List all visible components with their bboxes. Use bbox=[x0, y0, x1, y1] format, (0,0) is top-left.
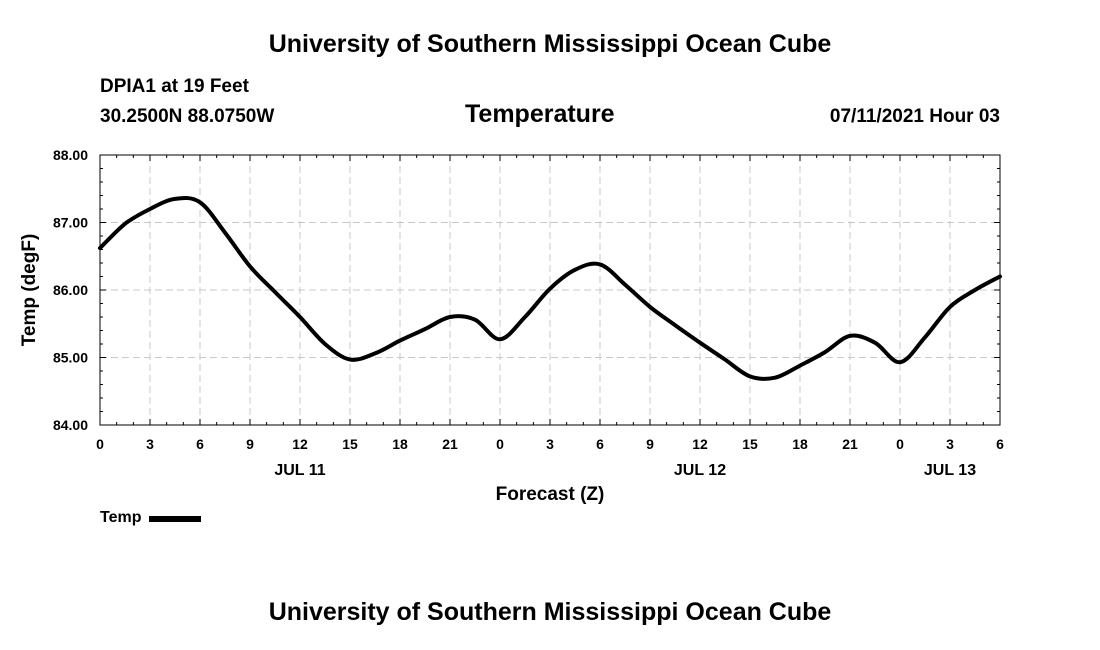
x-tick-label: 0 bbox=[96, 436, 104, 452]
x-tick-label: 21 bbox=[842, 436, 858, 452]
chart-title: Temperature bbox=[465, 100, 615, 128]
x-tick-label: 6 bbox=[196, 436, 204, 452]
x-tick-label: 12 bbox=[692, 436, 708, 452]
y-tick-label: 88.00 bbox=[53, 147, 88, 163]
x-tick-label: 21 bbox=[442, 436, 458, 452]
x-tick-label: 15 bbox=[342, 436, 358, 452]
legend-line-swatch bbox=[149, 516, 202, 522]
grid bbox=[100, 155, 1000, 425]
x-tick-label: 3 bbox=[946, 436, 954, 452]
date-label: JUL 13 bbox=[924, 462, 976, 479]
y-tick-label: 85.00 bbox=[53, 350, 88, 366]
legend: Temp bbox=[100, 509, 202, 527]
x-tick-label: 0 bbox=[896, 436, 904, 452]
coordinates-label: 30.2500N 88.0750W bbox=[100, 106, 275, 127]
x-tick-label: 18 bbox=[392, 436, 408, 452]
x-tick-label: 12 bbox=[292, 436, 308, 452]
axis-labels: 0 3 6 9 12 15 18 21 0 3 6 9 12 15 18 21 0 3 6 84.00 85.00 86.… bbox=[53, 147, 1004, 479]
y-axis-label: Temp (degF) bbox=[19, 234, 40, 347]
axis-ticks bbox=[99, 154, 1001, 426]
x-axis-label: Forecast (Z) bbox=[496, 484, 605, 505]
y-tick-label: 86.00 bbox=[53, 282, 88, 298]
x-tick-label: 6 bbox=[996, 436, 1004, 452]
x-tick-label: 18 bbox=[792, 436, 808, 452]
page-title: University of Southern Mississippi Ocean… bbox=[268, 30, 832, 58]
x-tick-label: 6 bbox=[596, 436, 604, 452]
x-tick-label: 9 bbox=[246, 436, 254, 452]
footer-title: University of Southern Mississippi Ocean… bbox=[268, 598, 832, 626]
temp-series-line bbox=[98, 195, 1002, 381]
x-tick-label: 3 bbox=[546, 436, 554, 452]
station-label: DPIA1 at 19 Feet bbox=[100, 76, 249, 97]
x-tick-label: 9 bbox=[646, 436, 654, 452]
x-tick-label: 3 bbox=[146, 436, 154, 452]
y-tick-label: 87.00 bbox=[53, 215, 88, 231]
date-label: JUL 12 bbox=[674, 462, 726, 479]
x-tick-label: 15 bbox=[742, 436, 758, 452]
y-tick-label: 84.00 bbox=[53, 417, 88, 433]
x-tick-label: 0 bbox=[496, 436, 504, 452]
date-label: JUL 11 bbox=[274, 462, 325, 479]
legend-label: Temp bbox=[100, 509, 142, 526]
forecast-datetime: 07/11/2021 Hour 03 bbox=[829, 106, 1000, 127]
